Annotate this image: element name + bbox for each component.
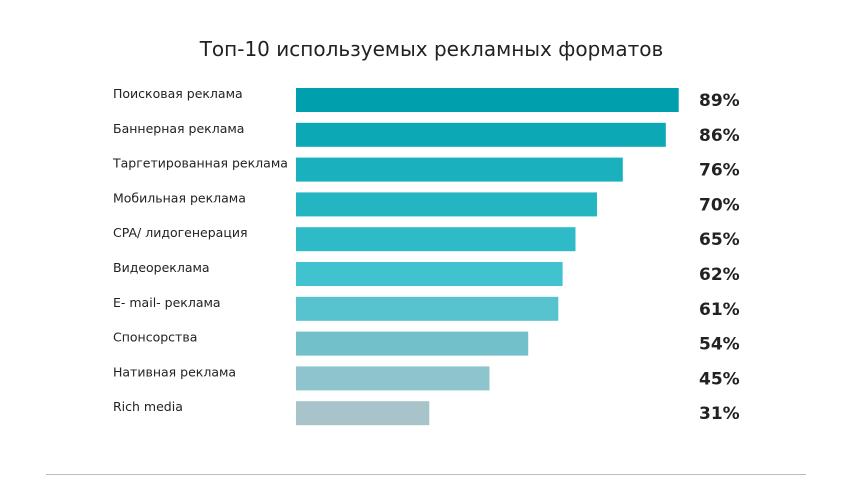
category-label: Нативная реклама <box>113 364 236 379</box>
bar <box>296 366 490 391</box>
value-label: 70% <box>699 195 740 215</box>
bar <box>296 331 529 356</box>
bar <box>296 88 679 112</box>
category-label: Таргетированная реклама <box>112 156 288 171</box>
bar <box>296 157 623 182</box>
category-label: Видеореклама <box>113 260 210 275</box>
value-label: 54% <box>699 335 740 355</box>
footer-divider <box>46 474 806 475</box>
category-label: Баннерная реклама <box>113 121 244 136</box>
value-label: 61% <box>699 300 740 320</box>
category-label: Спонсорства <box>113 330 197 345</box>
bar <box>296 192 597 217</box>
bar <box>296 122 666 147</box>
value-label: 86% <box>699 126 740 146</box>
category-label: Поисковая реклама <box>113 86 243 101</box>
value-label: 76% <box>699 161 740 181</box>
value-label: 89% <box>699 91 740 111</box>
bar <box>296 262 563 286</box>
bar <box>296 296 559 321</box>
value-label: 62% <box>699 265 740 285</box>
category-label: Rich media <box>113 399 183 414</box>
bar <box>296 227 576 252</box>
category-label: E- mail- реклама <box>113 295 221 310</box>
category-label: Мобильная реклама <box>113 190 246 205</box>
value-label: 31% <box>699 404 740 424</box>
category-label: CPA/ лидогенерация <box>113 225 247 240</box>
value-label: 45% <box>699 369 740 389</box>
bar <box>296 401 430 426</box>
chart-title: Топ-10 используемых рекламных форматов <box>199 37 664 61</box>
value-label: 65% <box>699 230 740 250</box>
